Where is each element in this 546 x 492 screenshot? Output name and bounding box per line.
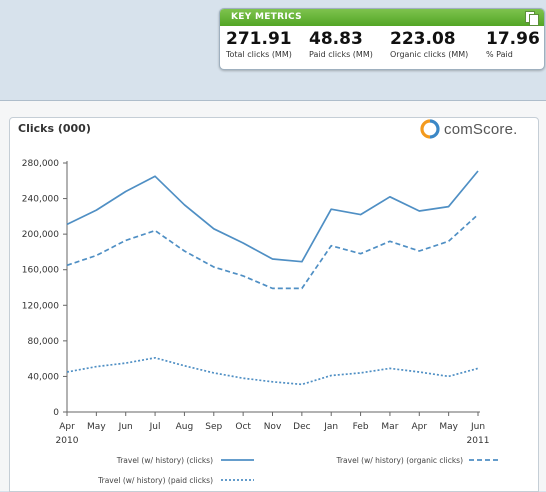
x-tick-label: Dec	[293, 422, 310, 432]
comscore-logo: comScore.	[420, 119, 518, 139]
key-metrics-box: KEY METRICS 271.91 Total clicks (MM) 48.…	[219, 8, 545, 70]
metric-percent-paid: 17.96 % Paid	[486, 30, 540, 60]
metric-value: 223.08	[390, 29, 456, 49]
series-line	[66, 170, 479, 263]
metric-organic-clicks: 223.08 Organic clicks (MM)	[390, 30, 468, 60]
y-tick-label: 120,000	[22, 301, 59, 311]
metric-label: Total clicks (MM)	[226, 50, 292, 59]
metric-paid-clicks: 48.83 Paid clicks (MM)	[309, 30, 373, 60]
x-tick-label: May	[87, 422, 106, 432]
metric-value: 48.83	[309, 29, 363, 49]
y-tick-label: 80,000	[28, 337, 60, 347]
y-tick-label: 40,000	[28, 372, 60, 382]
metric-label: Organic clicks (MM)	[390, 50, 469, 59]
x-tick-label: May	[439, 422, 458, 432]
x-tick-label: Nov	[264, 422, 282, 432]
x-year-label: 2010	[56, 436, 79, 446]
chart-title: Clicks (000)	[18, 122, 91, 135]
x-tick-label: Mar	[381, 422, 398, 432]
x-tick-label: Jun	[118, 422, 133, 432]
y-tick-label: 0	[53, 408, 59, 418]
x-year-label: 2011	[467, 436, 490, 446]
y-tick-label: 240,000	[22, 195, 59, 205]
x-tick-label: Apr	[59, 422, 75, 432]
metric-label: Paid clicks (MM)	[309, 50, 373, 59]
metric-value: 271.91	[226, 29, 292, 49]
y-tick-label: 160,000	[22, 266, 59, 276]
chart-card	[9, 117, 539, 492]
x-tick-label: Apr	[411, 422, 427, 432]
x-tick-label: Jun	[470, 422, 485, 432]
comscore-logo-icon	[420, 119, 440, 139]
x-tick-label: Jul	[149, 422, 161, 432]
series-line	[66, 356, 479, 386]
series-line	[66, 213, 479, 290]
y-tick-label: 200,000	[22, 230, 59, 240]
x-tick-label: Jan	[323, 422, 338, 432]
comscore-logo-text: comScore.	[444, 120, 518, 138]
key-metrics-header: KEY METRICS	[220, 9, 544, 26]
y-tick-label: 280,000	[22, 159, 59, 169]
x-tick-label: Oct	[235, 422, 251, 432]
metric-total-clicks: 271.91 Total clicks (MM)	[226, 30, 292, 60]
legend-label: Travel (w/ history) (paid clicks)	[97, 476, 213, 485]
legend-label: Travel (w/ history) (clicks)	[116, 456, 213, 465]
metric-label: % Paid	[486, 50, 513, 59]
key-metrics-title: KEY METRICS	[231, 12, 302, 22]
metric-value: 17.96	[486, 29, 540, 49]
x-tick-label: Sep	[205, 422, 222, 432]
legend-label: Travel (w/ history) (organic clicks)	[335, 456, 463, 465]
x-tick-label: Aug	[176, 422, 194, 432]
copy-icon[interactable]	[525, 11, 539, 26]
x-tick-label: Feb	[353, 422, 369, 432]
